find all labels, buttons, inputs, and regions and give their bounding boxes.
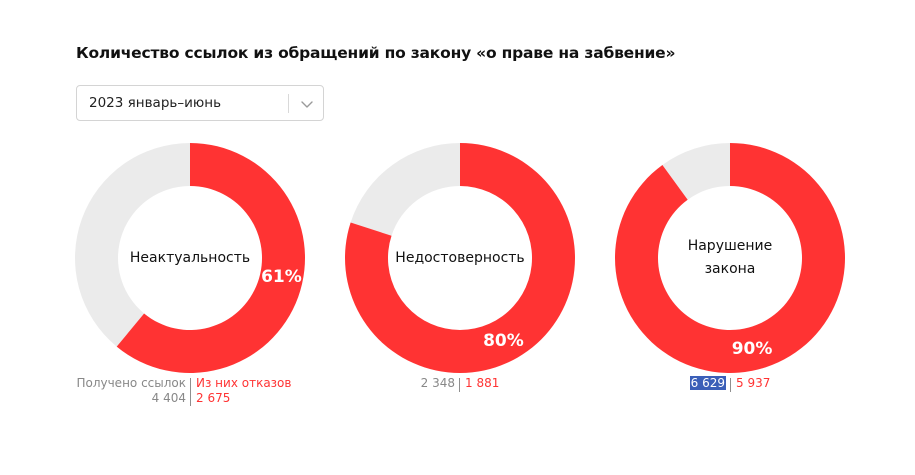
donut-chart-falsity: Недостоверность 80% xyxy=(342,140,578,376)
donut-percent-label: 61% xyxy=(261,267,302,288)
stats-separator xyxy=(730,378,731,392)
stats-separator xyxy=(459,378,460,392)
donut-center-label: Нарушение закона xyxy=(687,238,773,277)
donut-svg xyxy=(75,143,305,373)
donut-svg xyxy=(615,143,845,373)
stats-separator xyxy=(190,378,191,406)
donut-svg xyxy=(345,143,575,373)
donut-percent-label: 80% xyxy=(483,330,524,351)
received-value: 2 348 xyxy=(420,376,455,390)
received-column: Получено ссылок 4 404 xyxy=(76,376,186,406)
period-select[interactable]: 2023 январь–июнь xyxy=(76,85,324,121)
donut-value-arc xyxy=(116,143,305,373)
received-value-wrap: 6 629 xyxy=(689,376,726,391)
refused-value: 2 675 xyxy=(196,391,231,405)
page-title: Количество ссылок из обращений по закону… xyxy=(76,44,676,62)
donut-chart-law-violation: Нарушение закона 90% xyxy=(612,140,848,376)
donut-track xyxy=(350,143,460,236)
chevron-down-icon[interactable] xyxy=(300,97,314,111)
refused-value: 1 881 xyxy=(465,376,500,390)
donut-center-label: Неактуальность xyxy=(129,249,251,266)
donut-center-label: Недостоверность xyxy=(395,249,525,266)
donut-percent-label: 90% xyxy=(731,338,773,359)
donut-track xyxy=(75,143,190,347)
period-select-divider xyxy=(288,94,289,113)
refused-value: 5 937 xyxy=(736,376,771,390)
donut-value-arc xyxy=(345,143,575,373)
refused-column: Из них отказов 2 675 xyxy=(196,376,291,406)
period-select-value: 2023 январь–июнь xyxy=(89,95,222,111)
donut-track xyxy=(662,143,730,200)
donut-value-arc xyxy=(615,143,845,373)
received-value: 6 629 xyxy=(689,376,726,390)
received-value: 4 404 xyxy=(151,391,186,405)
refused-label: Из них отказов xyxy=(196,376,292,390)
received-label: Получено ссылок xyxy=(76,376,186,390)
donut-chart-irrelevance: Неактуальность 61% xyxy=(72,140,308,376)
